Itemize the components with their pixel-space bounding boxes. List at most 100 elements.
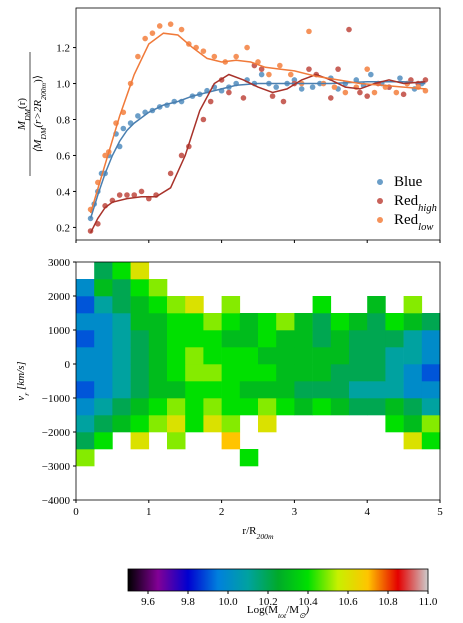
colorbar-tick-label: 10.4 [298, 596, 318, 608]
y-label-numerator-part: M [16, 120, 28, 131]
heatmap-cell [76, 449, 95, 467]
heatmap-cell [403, 313, 423, 331]
point [167, 21, 174, 27]
heatmap-cell [148, 364, 168, 382]
heatmap-cell [167, 313, 186, 331]
heatmap-cell [203, 347, 222, 365]
point [124, 192, 130, 198]
heatmap-cell [221, 415, 241, 433]
heatmap-cell [258, 381, 277, 399]
heatmap-cell [312, 398, 332, 416]
point [120, 125, 127, 132]
point [149, 30, 156, 36]
colorbar-tick-label: 10.6 [338, 596, 358, 608]
heatmap-cell [239, 313, 259, 331]
heatmap-cell [94, 347, 113, 365]
heatmap-cell [112, 279, 131, 297]
heatmap-cell [94, 432, 113, 450]
heatmap-cell [421, 415, 441, 433]
heatmap-cell [276, 398, 295, 416]
point [353, 77, 360, 83]
heatmap-cell [148, 330, 168, 348]
heatmap-cell [130, 432, 150, 450]
heatmap-cell [312, 364, 332, 382]
heatmap-cell [239, 330, 259, 348]
heatmap-cell [112, 296, 131, 314]
heatmap-cell [185, 415, 204, 433]
heatmap-cell [385, 313, 404, 331]
heatmap-cell [76, 364, 95, 382]
point [393, 89, 400, 96]
heatmap-cell [76, 279, 95, 297]
point [408, 77, 414, 83]
heatmap-cell [349, 347, 368, 365]
heatmap-cell [367, 296, 386, 314]
point [131, 192, 138, 198]
colorbar-tick-label: 11.0 [419, 596, 438, 608]
y-tick-label: 2000 [48, 291, 71, 303]
y-label-denominator-part: ⟨M [32, 139, 44, 153]
x-label-part: 200m [256, 532, 274, 541]
heatmap-cell [349, 313, 368, 331]
heatmap-cell [385, 415, 404, 433]
x-tick-label: 1 [146, 506, 152, 518]
heatmap-cell [312, 313, 332, 331]
point [331, 84, 338, 90]
axes-frame [75, 261, 441, 501]
heatmap-cell [185, 381, 204, 399]
heatmap-cell [148, 313, 168, 331]
heatmap-cell [258, 313, 277, 331]
heatmap-cell [403, 381, 423, 399]
heatmap-cell [276, 381, 295, 399]
heatmap-cell [403, 415, 423, 433]
heatmap-cell [76, 381, 95, 399]
heatmap-cell [148, 347, 168, 365]
heatmap-cell [312, 347, 332, 365]
point [277, 62, 283, 69]
legend-sub: low [418, 222, 433, 233]
heatmap-cell [94, 364, 113, 382]
heatmap-cell [167, 398, 186, 416]
heatmap-cell [167, 415, 186, 433]
heatmap-cell [185, 347, 204, 365]
point [178, 152, 185, 159]
heatmap-cell [94, 262, 113, 280]
fit-line [89, 80, 426, 219]
heatmap-cell [294, 364, 313, 382]
heatmap-cell [221, 364, 241, 382]
x-tick-label: 2 [219, 506, 225, 518]
heatmap-cell [421, 432, 441, 450]
point [346, 26, 352, 33]
colorbar-tick-label: 10.0 [218, 596, 238, 608]
point [298, 86, 305, 92]
heatmap-cell [385, 347, 404, 365]
point [273, 84, 280, 90]
point [200, 48, 207, 54]
point [328, 95, 334, 101]
legend-marker [377, 217, 383, 223]
x-tick-label: 3 [292, 506, 298, 518]
y-tick-label: −1000 [42, 393, 71, 405]
heatmap-cell [130, 364, 150, 382]
heatmap-cell [421, 313, 441, 331]
point [142, 35, 148, 42]
heatmap-cell [112, 262, 131, 280]
y-tick-label: 0.6 [56, 150, 70, 162]
y-label-denominator-part: 200m [39, 82, 48, 100]
y-tick-label: 0 [65, 359, 71, 371]
heatmap-cell [94, 398, 113, 416]
heatmap-cell [203, 364, 222, 382]
x-tick-label: 5 [437, 506, 443, 518]
heatmap-cell [221, 313, 241, 331]
heatmap-cell [112, 415, 131, 433]
point [211, 53, 218, 60]
point [266, 71, 272, 78]
point [335, 66, 341, 72]
heatmap-cell [167, 330, 186, 348]
point [364, 66, 371, 72]
colorbar-tick-label: 10.2 [258, 596, 277, 608]
heatmap-cell [112, 330, 131, 348]
point [135, 53, 141, 60]
colorbar-label-part: Log(M [247, 604, 278, 616]
point [102, 152, 108, 159]
